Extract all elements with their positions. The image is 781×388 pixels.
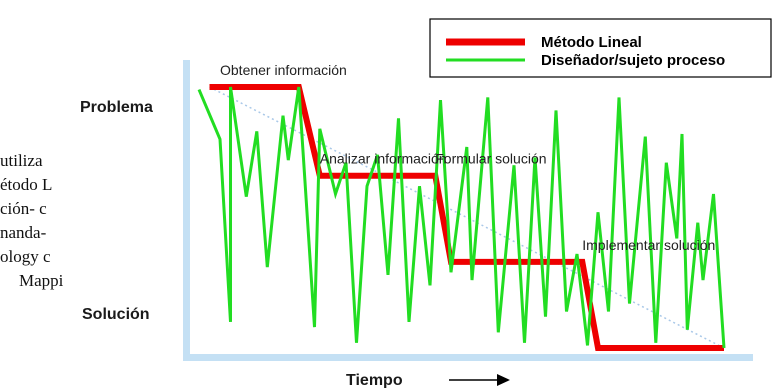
y-axis-line: [183, 60, 190, 361]
x-axis-label: Tiempo: [346, 372, 403, 388]
trend-line-group: [209, 86, 725, 349]
background-text-line: ology c: [0, 247, 51, 266]
background-text: utiliza étodo L ción- c nanda- ology c M…: [0, 149, 110, 293]
legend-label-linear: Método Lineal: [541, 34, 642, 51]
legend-box: [429, 18, 772, 78]
y-label-problema: Problema: [80, 99, 153, 116]
stage-labels: Obtener información Analizar informaciónF…: [220, 62, 715, 253]
background-text-line: ción- c: [0, 199, 47, 218]
linear-method-line: [209, 84, 724, 351]
stage-label: Obtener información: [220, 62, 347, 78]
designer-process-series: [197, 86, 726, 349]
background-text-line: utiliza: [0, 151, 43, 170]
legend-label-designer: Diseñador/sujeto proceso: [541, 52, 725, 69]
trend-line: [209, 86, 725, 349]
y-label-solucion: Solución: [82, 306, 150, 323]
stage-label: Formular solución: [435, 151, 546, 167]
background-text-line: étodo L: [0, 175, 53, 194]
time-arrow-icon: [449, 374, 510, 386]
background-text-line: Mappi: [19, 271, 64, 290]
x-axis-line: [183, 354, 753, 361]
stage-label: Implementar solución: [582, 237, 715, 253]
background-text-line: nanda-: [0, 223, 47, 242]
designer-process-line: [197, 86, 726, 349]
axes: [183, 60, 753, 361]
legend: Método Lineal Diseñador/sujeto proceso: [429, 18, 772, 78]
linear-method-series: [209, 84, 724, 351]
stage-label: Analizar información: [320, 151, 447, 167]
